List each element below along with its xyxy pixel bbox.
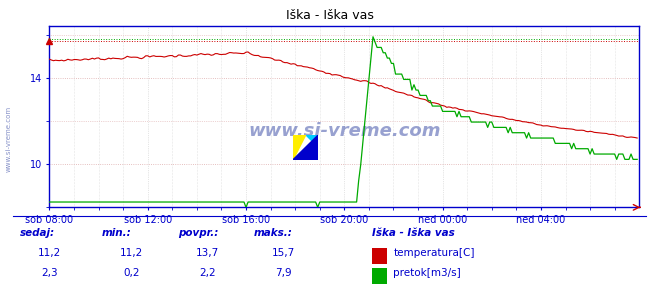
- Text: 2,2: 2,2: [199, 268, 216, 278]
- Text: Iška - Iška vas: Iška - Iška vas: [285, 9, 374, 22]
- Text: 7,9: 7,9: [275, 268, 292, 278]
- Polygon shape: [293, 135, 306, 160]
- Text: temperatura[C]: temperatura[C]: [393, 248, 475, 258]
- Text: www.si-vreme.com: www.si-vreme.com: [5, 106, 11, 172]
- Text: sedaj:: sedaj:: [20, 228, 55, 238]
- Text: maks.:: maks.:: [254, 228, 293, 238]
- Text: 15,7: 15,7: [272, 248, 295, 258]
- Polygon shape: [293, 135, 318, 160]
- Text: 13,7: 13,7: [196, 248, 219, 258]
- Text: 11,2: 11,2: [38, 248, 61, 258]
- Text: 0,2: 0,2: [123, 268, 140, 278]
- Text: pretok[m3/s]: pretok[m3/s]: [393, 268, 461, 278]
- Text: povpr.:: povpr.:: [178, 228, 218, 238]
- Text: 11,2: 11,2: [120, 248, 144, 258]
- Text: 2,3: 2,3: [41, 268, 58, 278]
- Text: min.:: min.:: [102, 228, 132, 238]
- Text: www.si-vreme.com: www.si-vreme.com: [248, 122, 441, 140]
- Text: Iška - Iška vas: Iška - Iška vas: [372, 228, 455, 238]
- Polygon shape: [306, 135, 318, 147]
